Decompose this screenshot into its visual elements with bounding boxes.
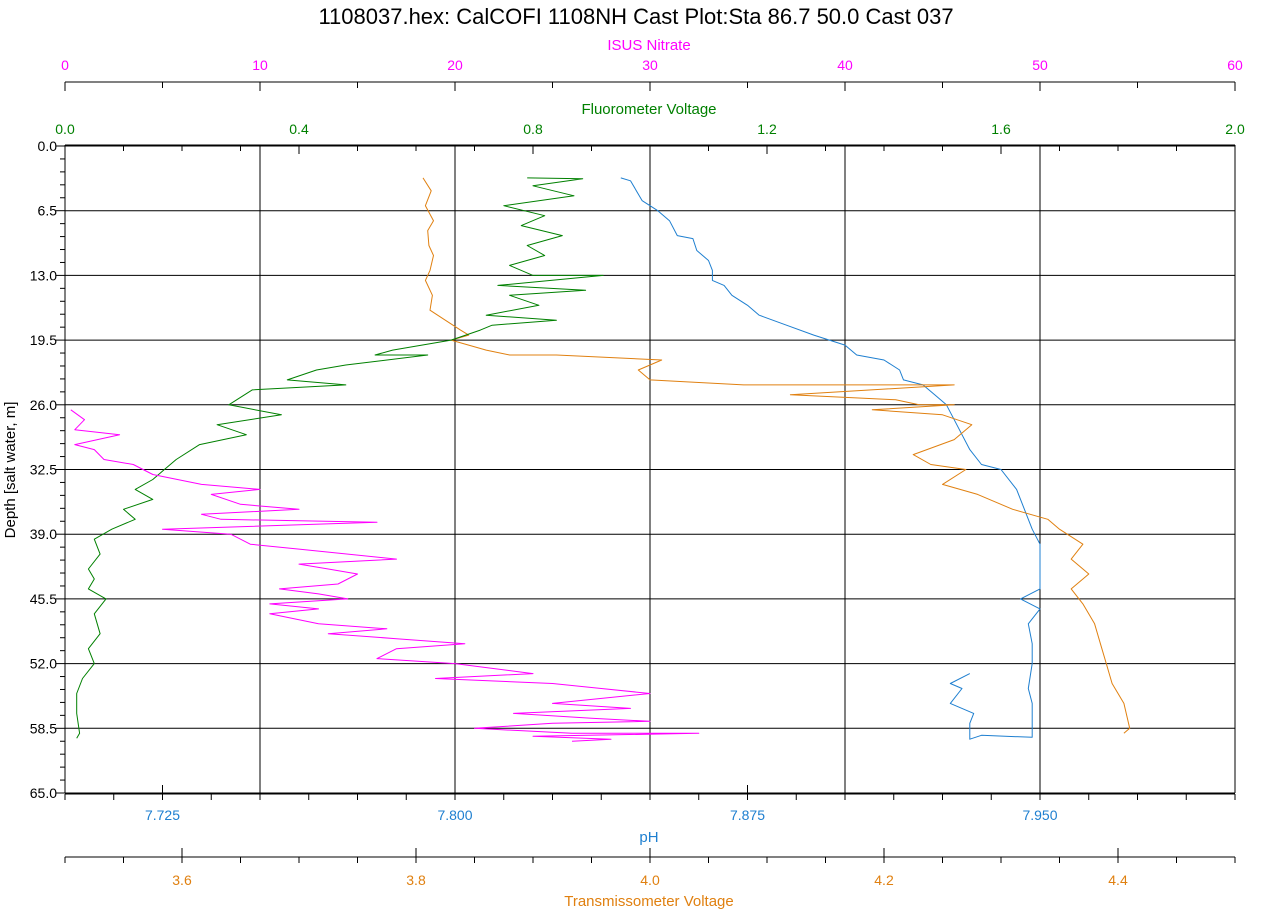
tick-label-ph: 7.800 [437, 807, 472, 823]
tick-label-nitrate: 50 [1032, 57, 1048, 73]
tick-label-fluor: 0.4 [289, 121, 309, 137]
tick-label-nitrate: 40 [837, 57, 853, 73]
tick-label-trans: 3.8 [406, 872, 426, 888]
y-tick-label: 26.0 [30, 397, 57, 413]
y-tick-label: 39.0 [30, 526, 57, 542]
tick-label-ph: 7.725 [145, 807, 180, 823]
tick-label-fluor: 0.8 [523, 121, 543, 137]
tick-label-trans: 4.4 [1108, 872, 1128, 888]
tick-label-fluor: 1.2 [757, 121, 777, 137]
tick-label-nitrate: 10 [252, 57, 268, 73]
y-tick-label: 0.0 [38, 138, 58, 154]
tick-label-fluor: 2.0 [1225, 121, 1245, 137]
y-tick-label: 45.5 [30, 591, 57, 607]
tick-label-nitrate: 0 [61, 57, 69, 73]
grid-layer [64, 145, 1236, 794]
series-line-nitrate [70, 409, 700, 742]
axis-label-ph: pH [639, 829, 658, 846]
y-tick-label: 32.5 [30, 462, 57, 478]
tick-label-trans: 3.6 [172, 872, 192, 888]
tick-label-nitrate: 60 [1227, 57, 1243, 73]
series-line-trans [422, 177, 1131, 734]
chart-title: 1108037.hex: CalCOFI 1108NH Cast Plot:St… [318, 4, 953, 29]
axis-label-fluor: Fluorometer Voltage [581, 101, 716, 118]
y-tick-label: 6.5 [38, 203, 58, 219]
tick-label-fluor: 1.6 [991, 121, 1011, 137]
tick-label-trans: 4.2 [874, 872, 894, 888]
tick-label-trans: 4.0 [640, 872, 660, 888]
y-tick-label: 13.0 [30, 267, 57, 283]
series-layer [70, 177, 1131, 742]
axes-layer: 0.0 6.5 13.0 19.5 26.0 32.5 39.0 45.5 52.0 58.5 65… [30, 57, 1245, 888]
tick-label-fluor: 0.0 [55, 121, 75, 137]
y-tick-label: 65.0 [30, 785, 57, 801]
axis-label-nitrate: ISUS Nitrate [607, 37, 690, 54]
tick-label-ph: 7.950 [1022, 807, 1057, 823]
y-tick-label: 58.5 [30, 720, 57, 736]
series-line-ph [620, 177, 1041, 740]
tick-label-ph: 7.875 [730, 807, 765, 823]
y-axis-label: Depth [salt water, m] [2, 402, 19, 539]
axis-label-trans: Transmissometer Voltage [564, 893, 734, 910]
series-line-fluor [76, 177, 604, 739]
y-tick-label: 52.0 [30, 656, 57, 672]
tick-label-nitrate: 30 [642, 57, 658, 73]
tick-label-nitrate: 20 [447, 57, 463, 73]
y-tick-label: 19.5 [30, 332, 57, 348]
